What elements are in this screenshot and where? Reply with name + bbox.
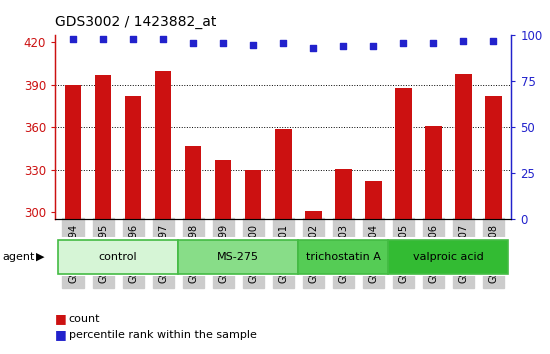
Bar (215, 160, 232, 354)
FancyBboxPatch shape (298, 240, 388, 274)
FancyBboxPatch shape (388, 240, 509, 274)
Bar (395, 88, 411, 354)
Point (98, 36, 107, 42)
Bar (485, 96, 502, 354)
Bar (245, 170, 261, 354)
Text: ▶: ▶ (36, 252, 44, 262)
Text: percentile rank within the sample: percentile rank within the sample (69, 330, 257, 339)
Point (309, 45, 318, 51)
Text: ■: ■ (55, 328, 67, 341)
Text: ■: ■ (55, 312, 67, 325)
Point (489, 38, 498, 44)
Point (159, 36, 168, 42)
Point (189, 40, 197, 46)
FancyBboxPatch shape (58, 240, 178, 274)
Bar (155, 71, 172, 354)
Text: valproic acid: valproic acid (413, 252, 484, 262)
Bar (185, 146, 201, 354)
Point (279, 40, 288, 46)
Bar (365, 181, 382, 354)
Bar (305, 211, 322, 354)
Point (249, 42, 257, 47)
Bar (95, 75, 111, 354)
Text: control: control (99, 252, 138, 262)
Text: count: count (69, 314, 100, 324)
Point (69, 36, 78, 42)
Text: agent: agent (3, 252, 35, 262)
Text: GDS3002 / 1423882_at: GDS3002 / 1423882_at (55, 15, 216, 29)
Point (429, 40, 438, 46)
Point (399, 40, 408, 46)
Text: trichostatin A: trichostatin A (306, 252, 381, 262)
Bar (455, 74, 472, 354)
Point (129, 36, 138, 42)
Bar (125, 96, 141, 354)
Point (219, 40, 228, 46)
Point (459, 38, 468, 44)
Bar (65, 85, 81, 354)
FancyBboxPatch shape (178, 240, 298, 274)
Point (339, 44, 348, 49)
Text: MS-275: MS-275 (217, 252, 259, 262)
Point (369, 44, 378, 49)
Bar (425, 126, 442, 354)
Bar (335, 169, 351, 354)
Bar (275, 129, 292, 354)
